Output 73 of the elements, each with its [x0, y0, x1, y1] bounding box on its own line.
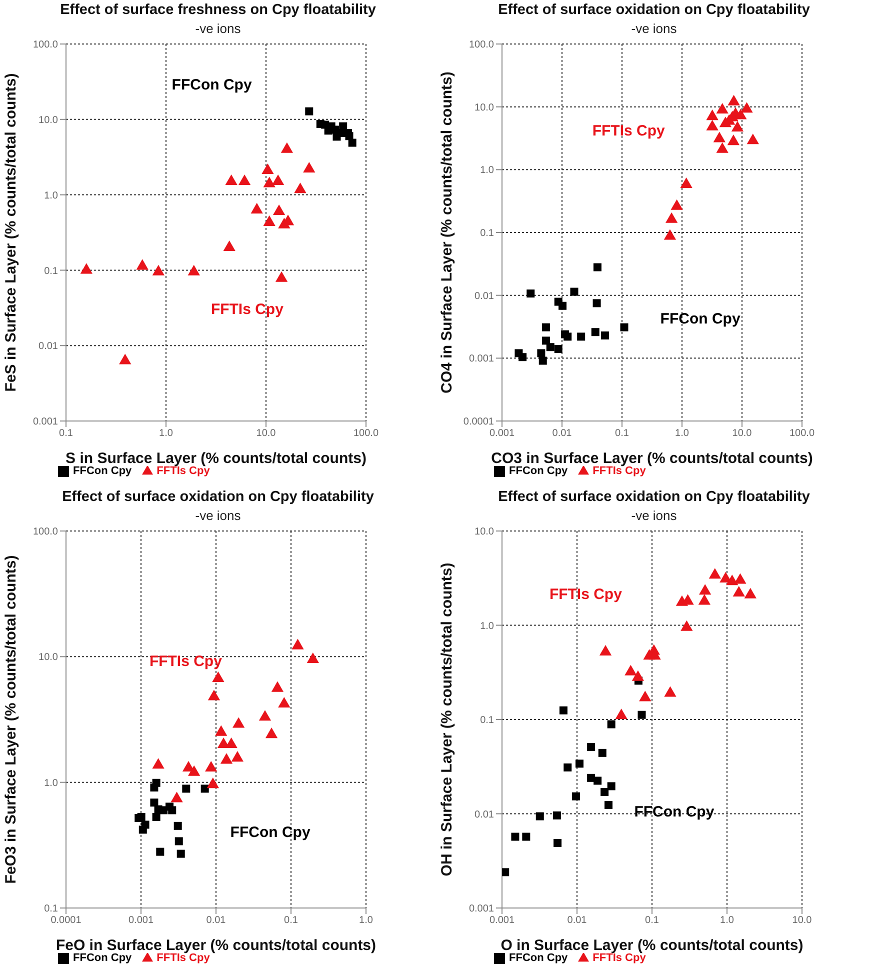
annotation: FFCon Cpy: [172, 76, 252, 94]
y-axis-title: OH in Surface Layer (% counts/total counts): [438, 562, 456, 876]
x-tick-label: 0.01: [552, 428, 572, 440]
chart-title: Effect of surface oxidation on Cpy floatability: [497, 1, 811, 18]
y-tick-label: 0.1: [480, 228, 494, 240]
x-tick-label: 0.1: [615, 428, 630, 440]
annotation: FFTIs Cpy: [549, 586, 623, 603]
y-tick-label: 1.0: [480, 165, 494, 176]
x-tick-label: 0.1: [645, 915, 660, 926]
annotation: FFCon Cpy: [230, 824, 311, 841]
y-tick-label: 0.1: [44, 904, 58, 915]
chart-subtitle: -ve ions: [194, 21, 242, 36]
legend-label: FFCon Cpy: [509, 465, 568, 477]
y-tick-label: 0.01: [474, 809, 494, 820]
x-axis-title: FeO in Surface Layer (% counts/total counts): [56, 937, 376, 954]
chart-title: Effect of surface oxidation on Cpy floatability: [61, 488, 375, 505]
y-tick-label: 0.1: [480, 715, 494, 726]
legend-label: FFCon Cpy: [509, 952, 568, 964]
x-axis-title: S in Surface Layer (% counts/total counts): [66, 450, 366, 467]
x-tick-label: 1.0: [720, 915, 734, 926]
chart-title: Effect of surface oxidation on Cpy floatability: [497, 488, 811, 505]
x-tick-label: 0.001: [489, 428, 515, 440]
x-axis-title: CO3 in Surface Layer (% counts/total counts): [491, 450, 813, 467]
annotation: FFCon Cpy: [634, 803, 715, 820]
x-tick-label: 0.1: [59, 428, 74, 440]
y-tick-label: 0.001: [468, 904, 494, 915]
x-tick-label: 10.0: [792, 915, 812, 926]
y-tick-label: 0.0001: [463, 416, 494, 428]
legend-label: FFTIs Cpy: [156, 952, 210, 964]
y-axis-title: CO4 in Surface Layer (% counts/total counts): [438, 72, 456, 394]
x-tick-label: 0.001: [489, 915, 515, 926]
legend-label: FFTIs Cpy: [156, 465, 210, 477]
y-tick-label: 100.0: [32, 40, 58, 51]
y-tick-label: 0.001: [32, 416, 58, 428]
y-tick-label: 100.0: [32, 526, 58, 538]
chart-subtitle: -ve ions: [630, 21, 678, 36]
y-tick-label: 0.01: [474, 290, 494, 302]
y-tick-label: 1.0: [480, 620, 494, 632]
y-axis-title: FeO3 in Surface Layer (% counts/total counts): [2, 555, 20, 884]
chart-title: Effect of surface freshness on Cpy floatability: [59, 1, 377, 18]
annotation: FFTIs Cpy: [149, 653, 223, 670]
x-tick-label: 1.0: [675, 428, 690, 440]
y-axis-title: FeS in Surface Layer (% counts/total counts): [2, 73, 20, 392]
x-tick-label: 0.001: [128, 915, 154, 926]
x-tick-label: 1.0: [159, 428, 174, 440]
y-tick-label: 1.0: [44, 778, 58, 789]
x-tick-label: 100.0: [789, 428, 815, 440]
x-tick-label: 0.01: [567, 915, 588, 926]
y-tick-label: 10.0: [38, 652, 58, 664]
x-tick-label: 0.1: [284, 915, 298, 926]
annotation: FFTIs Cpy: [592, 122, 666, 140]
y-tick-label: 10.0: [474, 102, 494, 114]
y-tick-label: 0.001: [468, 354, 494, 365]
legend-label: FFTIs Cpy: [592, 465, 646, 477]
annotation: FFTIs Cpy: [210, 300, 284, 318]
legend-label: FFCon Cpy: [73, 465, 132, 477]
x-tick-label: 0.01: [206, 915, 226, 926]
chart-subtitle: -ve ions: [630, 508, 678, 523]
x-tick-label: 1.0: [359, 915, 374, 926]
legend-label: FFCon Cpy: [73, 952, 132, 964]
y-tick-label: 10.0: [474, 526, 494, 538]
annotation: FFCon Cpy: [660, 310, 741, 328]
chart-subtitle: -ve ions: [194, 508, 242, 523]
x-axis-title: O in Surface Layer (% counts/total counts): [500, 937, 804, 954]
y-tick-label: 1.0: [44, 190, 58, 202]
legend-label: FFTIs Cpy: [592, 952, 646, 964]
x-tick-label: 10.0: [256, 428, 276, 440]
x-tick-label: 100.0: [353, 428, 379, 440]
y-tick-label: 0.01: [38, 341, 58, 352]
y-tick-label: 100.0: [468, 40, 494, 51]
y-tick-label: 10.0: [38, 114, 58, 126]
y-tick-label: 0.1: [44, 266, 58, 277]
x-tick-label: 10.0: [732, 428, 752, 440]
